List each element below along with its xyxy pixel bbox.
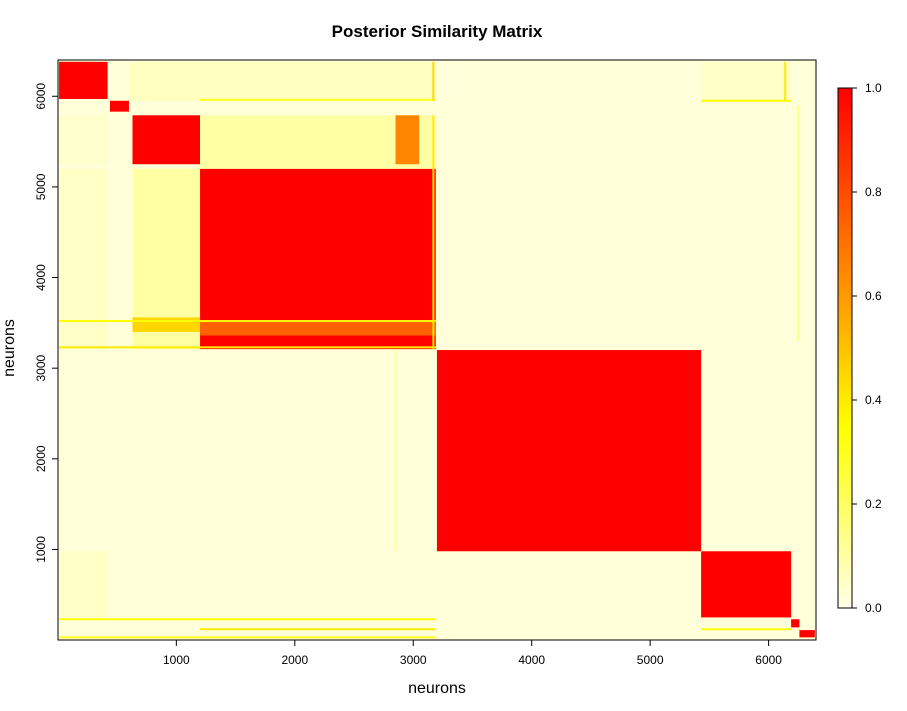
heatmap-block-5 — [701, 551, 792, 618]
heatmap-stripe-2 — [59, 346, 436, 349]
x-tick-label: 4000 — [518, 653, 545, 667]
heatmap-stripe-7 — [701, 628, 792, 631]
heatmap-block-2 — [132, 115, 201, 165]
colorbar-tick-label: 1.0 — [865, 81, 882, 95]
y-tick-label: 6000 — [34, 83, 48, 110]
heatmap-block-15 — [128, 61, 436, 101]
x-tick-label: 6000 — [755, 653, 782, 667]
heatmap-block-11 — [132, 317, 201, 332]
colorbar-tick-label: 0.8 — [865, 185, 882, 199]
x-tick-label: 3000 — [400, 653, 427, 667]
heatmap-stripe-12 — [394, 350, 397, 552]
heatmap-block-18 — [128, 551, 436, 618]
heatmap-block-1 — [110, 100, 129, 112]
heatmap-block-13 — [59, 168, 108, 350]
heatmap-block-16 — [701, 61, 792, 101]
heatmap-block-4 — [436, 350, 702, 552]
colorbar-tick-label: 0.4 — [865, 393, 882, 407]
x-tick-label: 5000 — [637, 653, 664, 667]
colorbar-tick-label: 0.0 — [865, 601, 882, 615]
heatmap-plot-area — [57, 59, 817, 641]
colorbar-tick-label: 0.2 — [865, 497, 882, 511]
heatmap-stripe-5 — [59, 636, 436, 639]
y-tick-label: 5000 — [34, 173, 48, 200]
x-tick-label: 2000 — [281, 653, 308, 667]
colorbar-gradient — [837, 87, 853, 609]
heatmap-block-14 — [59, 115, 108, 165]
y-axis: 1000 2000 3000 4000 5000 6000 — [34, 83, 59, 563]
heatmap-block-6 — [791, 619, 800, 628]
heatmap-block-17 — [59, 551, 108, 618]
y-tick-label: 3000 — [34, 355, 48, 382]
heatmap-stripe-4 — [200, 628, 436, 631]
heatmap-stripe-6 — [701, 99, 792, 102]
heatmap-stripe-10 — [784, 61, 787, 101]
heatmap-block-12 — [200, 321, 436, 336]
y-tick-label: 4000 — [34, 264, 48, 291]
heatmap-block-7 — [799, 630, 815, 638]
colorbar-tick-label: 0.6 — [865, 289, 882, 303]
chart-title: Posterior Similarity Matrix — [332, 22, 543, 41]
heatmap-block-3 — [200, 168, 436, 350]
heatmap-stripe-9 — [432, 115, 435, 350]
y-tick-label: 1000 — [34, 536, 48, 563]
heatmap-stripe-3 — [59, 618, 436, 621]
x-tick-label: 1000 — [163, 653, 190, 667]
heatmap-stripe-0 — [200, 98, 436, 101]
x-axis: 1000 2000 3000 4000 5000 6000 — [163, 639, 782, 667]
y-axis-label: neurons — [1, 319, 18, 377]
heatmap-stripe-11 — [797, 105, 800, 341]
colorbar-legend: 0.0 0.2 0.4 0.6 0.8 1.0 — [837, 81, 882, 615]
x-axis-label: neurons — [408, 680, 466, 697]
heatmap-stripe-1 — [59, 320, 436, 323]
y-tick-label: 2000 — [34, 445, 48, 472]
heatmap-block-0 — [59, 61, 108, 99]
heatmap-block-10 — [395, 115, 420, 165]
heatmap-stripe-8 — [432, 61, 435, 101]
